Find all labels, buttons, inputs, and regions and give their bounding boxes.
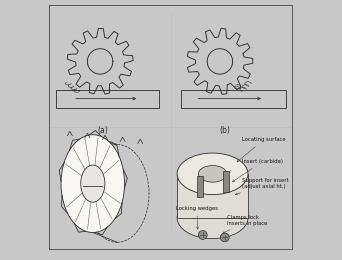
Polygon shape (177, 174, 248, 218)
Ellipse shape (61, 135, 124, 232)
FancyBboxPatch shape (197, 176, 203, 197)
Ellipse shape (81, 165, 105, 202)
Ellipse shape (177, 197, 248, 239)
Text: (a): (a) (97, 126, 108, 135)
Bar (56, 89, 159, 108)
Ellipse shape (198, 166, 227, 182)
Text: Insert (carbide): Insert (carbide) (233, 159, 283, 182)
Text: Locking wedges: Locking wedges (176, 206, 218, 229)
Ellipse shape (177, 153, 248, 194)
Circle shape (198, 231, 207, 239)
Text: Support for insert
(adjust axial ht.): Support for insert (adjust axial ht.) (235, 178, 289, 195)
Text: Clamps lock
inserts in place: Clamps lock inserts in place (223, 215, 267, 233)
Circle shape (220, 233, 229, 242)
Bar (181, 89, 286, 108)
Text: (b): (b) (219, 126, 230, 135)
Text: Locating surface: Locating surface (237, 137, 286, 162)
FancyBboxPatch shape (223, 171, 229, 192)
